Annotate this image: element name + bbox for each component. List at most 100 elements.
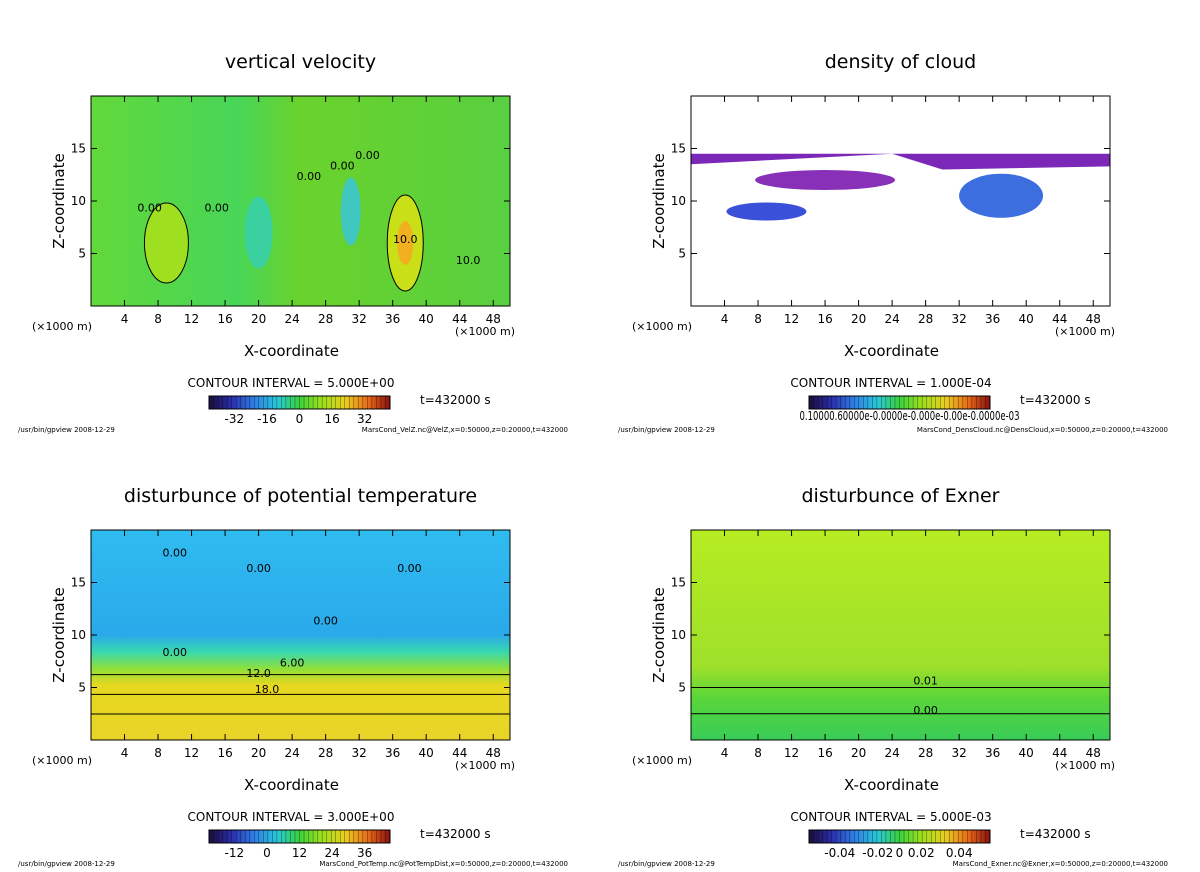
contour-label: 0.00 — [137, 202, 162, 215]
y-tick-label: 5 — [678, 247, 686, 261]
x-tick-label: 4 — [721, 312, 729, 326]
y-tick-label: 15 — [71, 576, 86, 590]
x-tick-label: 16 — [217, 746, 232, 760]
downdraft-region — [340, 177, 361, 246]
time-label: t=432000 s — [420, 827, 491, 841]
contour-label: 0.00 — [913, 704, 938, 717]
x-tick-label: 4 — [121, 746, 129, 760]
x-tick-label: 32 — [352, 746, 367, 760]
colorbar-tick-label: 0 — [896, 846, 904, 860]
x-tick-label: 20 — [251, 312, 266, 326]
colorbar-tick-label: -0.04 — [824, 846, 855, 860]
y-tick-label: 10 — [671, 194, 686, 208]
x-tick-label: 40 — [1019, 746, 1034, 760]
x-tick-label: 36 — [385, 312, 400, 326]
x-tick-label: 48 — [1086, 746, 1101, 760]
x-unit-label: (×1000 m) — [1055, 759, 1115, 772]
x-tick-label: 32 — [952, 312, 967, 326]
x-tick-label: 16 — [817, 312, 832, 326]
colorbar-tick-label: 0.02 — [908, 846, 935, 860]
heatmap-field — [91, 530, 510, 740]
x-tick-label: 44 — [452, 312, 467, 326]
x-tick-label: 12 — [184, 312, 199, 326]
contour-label: 12.0 — [246, 667, 271, 680]
colorbar-tick-label: 24 — [324, 846, 339, 860]
chart-title: density of cloud — [825, 51, 977, 73]
x-tick-label: 4 — [121, 312, 129, 326]
contour-label: 0.00 — [355, 149, 380, 162]
contour-label: 0.00 — [297, 170, 322, 183]
x-tick-label: 12 — [784, 312, 799, 326]
x-tick-label: 8 — [154, 746, 162, 760]
x-tick-label: 28 — [918, 746, 933, 760]
x-tick-label: 24 — [884, 312, 899, 326]
chart-title: vertical velocity — [225, 51, 376, 73]
x-unit-label: (×1000 m) — [32, 320, 92, 333]
y-axis-title: Z-coordinate — [50, 153, 68, 248]
colorbar-tick-label: 36 — [357, 846, 372, 860]
x-tick-label: 24 — [284, 312, 299, 326]
footer-left: /usr/bin/gpview 2008-12-29 — [18, 860, 115, 868]
contour-label: 0.00 — [313, 615, 338, 628]
colorbar-tick-label: 12 — [292, 846, 307, 860]
footer-left: /usr/bin/gpview 2008-12-29 — [618, 426, 715, 434]
updraft-region — [144, 203, 189, 283]
x-tick-label: 16 — [217, 312, 232, 326]
x-tick-label: 36 — [385, 746, 400, 760]
y-tick-label: 10 — [671, 628, 686, 642]
contour-label: 0.00 — [163, 546, 188, 559]
footer-left: /usr/bin/gpview 2008-12-29 — [618, 860, 715, 868]
x-tick-label: 28 — [318, 746, 333, 760]
x-tick-label: 28 — [318, 312, 333, 326]
colorbar-tick-label: 32 — [357, 412, 372, 426]
time-label: t=432000 s — [420, 393, 491, 407]
y-tick-label: 5 — [78, 247, 86, 261]
x-unit-label: (×1000 m) — [632, 754, 692, 767]
colorbar-tick-labels: 0.10000.60000e-0.0000e-0.000e-0.00e-0.00… — [800, 409, 1020, 423]
x-unit-label: (×1000 m) — [455, 325, 515, 338]
contour-field — [91, 674, 510, 715]
x-tick-label: 28 — [918, 312, 933, 326]
x-tick-label: 40 — [419, 746, 434, 760]
x-tick-label: 32 — [352, 312, 367, 326]
cloud-layer — [691, 153, 1110, 170]
x-tick-label: 8 — [754, 312, 762, 326]
y-tick-label: 10 — [71, 194, 86, 208]
contour-line — [143, 202, 189, 284]
footer-right: MarsCond_VelZ.nc@VelZ,x=0:50000,z=0:2000… — [362, 426, 568, 434]
y-axis-title: Z-coordinate — [650, 587, 668, 682]
x-tick-label: 24 — [284, 746, 299, 760]
x-tick-label: 20 — [251, 746, 266, 760]
footer-right: MarsCond_Exner.nc@Exner,x=0:50000,z=0:20… — [953, 860, 1168, 868]
chart-title: disturbunce of Exner — [801, 485, 999, 507]
contour-label: 0.01 — [913, 674, 938, 687]
contour-label: 10.0 — [456, 254, 481, 267]
x-tick-label: 12 — [184, 746, 199, 760]
y-axis-title: Z-coordinate — [50, 587, 68, 682]
time-label: t=432000 s — [1020, 827, 1091, 841]
colorbar-tick-label: 0 — [263, 846, 271, 860]
panel-3: disturbunce of potential temperature 0.00… — [18, 485, 568, 868]
x-tick-label: 44 — [452, 746, 467, 760]
contour-label: 18.0 — [255, 683, 280, 696]
contour-field — [691, 153, 1110, 221]
x-tick-label: 32 — [952, 746, 967, 760]
x-tick-label: 4 — [721, 746, 729, 760]
downdraft-region — [244, 196, 273, 269]
x-tick-label: 8 — [754, 746, 762, 760]
contour-interval: CONTOUR INTERVAL = 3.000E+00 — [188, 810, 395, 824]
contour-field — [691, 687, 1110, 715]
contour-label: 10.0 — [393, 233, 418, 246]
contour-label: 0.00 — [330, 160, 355, 173]
colorbar-tick-label: 0 — [296, 412, 304, 426]
x-tick-label: 12 — [784, 746, 799, 760]
contour-interval: CONTOUR INTERVAL = 1.000E-04 — [790, 376, 991, 390]
contour-line — [386, 194, 424, 292]
footer-right: MarsCond_PotTemp.nc@PotTempDist,x=0:5000… — [319, 860, 568, 868]
colorbar-tick-label: -12 — [225, 846, 245, 860]
cloud-region — [726, 202, 807, 221]
colorbar-tick-label: -0.02 — [862, 846, 893, 860]
